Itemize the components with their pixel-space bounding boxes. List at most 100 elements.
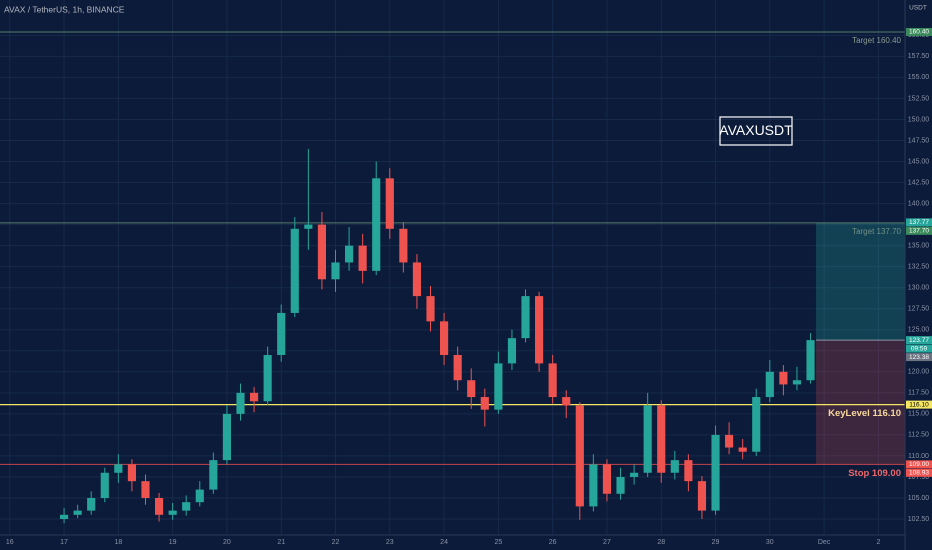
x-tick-label: 21 [277,539,285,546]
candle-body [317,224,327,280]
y-tick-label: 130.00 [908,285,930,292]
candle-body [467,380,476,398]
price-tag-label: 116.10 [909,401,929,408]
x-tick-label: 17 [60,539,68,546]
candle-body [765,371,774,398]
price-tag-label: 123.38 [909,354,929,361]
countdown-tag [906,344,932,353]
candle-body [426,296,435,322]
candle-body [345,245,354,263]
y-tick-label: 110.00 [908,453,929,460]
candle-body [711,434,720,511]
candle-body [548,363,557,398]
candle-body [738,447,747,452]
watermark: AVAXUSDT [719,122,793,138]
candle-body [562,397,571,406]
y-tick-label: 150.00 [908,116,930,123]
level-label: Target 137.70 [852,227,901,236]
price-tag [906,400,932,409]
candle-body [331,262,340,280]
candle-body [521,296,530,339]
candle-body [806,340,815,381]
candle-body [684,460,693,482]
y-tick-label: 147.50 [908,137,930,144]
x-tick-label: 26 [549,539,557,546]
candle-body [277,312,286,355]
candle-body [494,363,503,410]
y-tick-label: 107.50 [908,474,930,481]
y-tick-label: 157.50 [908,53,930,60]
x-tick-label: 24 [440,539,448,546]
candle-body [358,245,367,271]
candle-body [480,397,489,410]
candle-body [168,510,177,515]
x-tick-label: 30 [766,539,774,546]
y-tick-label: 105.00 [908,495,930,502]
candle-body [304,224,313,229]
watermark-box [719,116,793,146]
countdown-label: 09:59 [911,345,928,352]
y-tick-label: 135.00 [908,242,930,249]
y-tick-label: 112.50 [908,432,929,439]
candle-body [250,392,259,402]
candle-body [195,489,204,503]
candle-body [453,354,462,381]
x-tick-label: 16 [6,539,14,546]
candle-body [141,481,150,498]
y-tick-label: 152.50 [908,95,930,102]
x-tick-label: 2 [876,539,880,546]
candle-body [670,460,679,473]
candle-body [643,405,652,473]
position-tool [815,222,905,465]
x-tick-label: 25 [494,539,502,546]
axis-unit: USDT [909,5,927,12]
price-tag [906,353,932,362]
x-tick-label: 18 [114,539,122,546]
candles [59,148,815,524]
price-tag [906,460,932,469]
level-label: KeyLevel 116.10 [828,408,901,419]
price-tag-label: 108.93 [909,470,929,477]
candle-body [440,321,449,355]
candle-body [209,460,218,490]
price-tag [906,226,932,235]
loss-zone [815,340,905,465]
price-tag-label: 109.00 [909,461,929,468]
candle-body [73,510,82,515]
candle-body [114,464,123,473]
candle-body [575,405,584,507]
price-tag-label: 123.77 [909,337,929,344]
candle-body [535,296,544,364]
candle-body [616,476,625,494]
candle-body [697,481,707,511]
candle-body [100,472,109,498]
y-tick-label: 127.50 [908,306,930,313]
level-label: Target 160.40 [852,36,901,45]
candle-body [507,338,517,364]
candle-body [263,354,272,402]
profit-zone [815,222,905,341]
candle-body [182,502,191,511]
y-tick-label: 120.00 [908,369,930,376]
candle-body [290,228,299,313]
y-tick-label: 115.00 [908,411,929,418]
price-tag [906,468,932,477]
candle-body [127,464,136,482]
candle-body [752,397,761,452]
candle-body [385,178,394,229]
price-tag [906,218,932,227]
price-tag-label: 160.40 [909,29,929,36]
candle-body [59,514,69,520]
y-tick-label: 140.00 [908,200,930,207]
price-tag [906,27,932,36]
y-tick-label: 155.00 [908,74,930,81]
y-tick-label: 142.50 [908,179,930,186]
x-tick-label: 22 [332,539,340,546]
price-tag-label: 137.70 [909,228,929,235]
price-tag-label: 137.77 [909,219,929,226]
candle-body [779,371,788,385]
x-tick-label: Dec [818,539,831,546]
y-tick-label: 102.50 [908,516,930,523]
